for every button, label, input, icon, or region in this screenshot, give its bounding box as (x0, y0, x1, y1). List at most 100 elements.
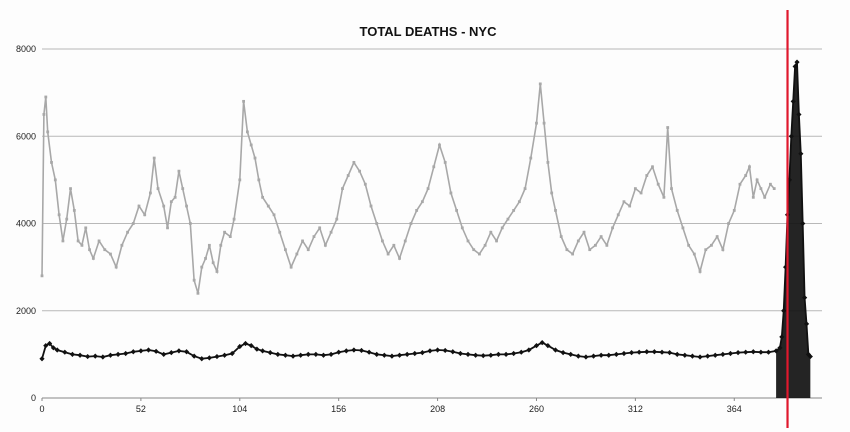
y-tick-label: 6000 (16, 131, 36, 141)
data-point (472, 248, 476, 252)
data-point (606, 352, 612, 358)
data-point (109, 252, 112, 256)
data-point (323, 243, 327, 247)
data-point (115, 351, 121, 357)
data-point (727, 350, 734, 357)
data-point (76, 239, 80, 243)
data-point (598, 352, 604, 358)
data-point (419, 350, 425, 356)
data-point (796, 111, 802, 118)
data-point (335, 217, 339, 221)
data-point (245, 130, 249, 134)
data-point (506, 217, 510, 221)
data-point (80, 243, 84, 247)
data-point (633, 187, 637, 190)
data-point (145, 347, 152, 353)
data-point (126, 230, 129, 234)
data-point (192, 278, 196, 282)
data-point (152, 156, 156, 160)
data-point (168, 350, 174, 356)
data-point (457, 350, 464, 357)
data-point (242, 99, 245, 103)
data-point (215, 270, 219, 273)
data-point (575, 353, 581, 359)
data-point (295, 252, 299, 256)
data-point (412, 350, 418, 357)
data-point (559, 235, 563, 238)
data-point (120, 243, 124, 247)
data-point (715, 235, 719, 238)
data-point (181, 187, 185, 190)
data-point (434, 347, 441, 353)
data-point (420, 200, 424, 204)
data-point (131, 222, 135, 225)
x-tick-label: 52 (136, 404, 146, 414)
data-point (65, 217, 69, 221)
data-point (712, 352, 718, 358)
y-tick-label: 8000 (16, 44, 36, 54)
data-point (214, 353, 220, 360)
data-point (50, 345, 57, 351)
data-point (138, 348, 144, 354)
data-point (54, 347, 60, 353)
data-point (449, 191, 453, 195)
data-point (242, 340, 249, 347)
data-point (185, 204, 188, 208)
data-point (69, 187, 72, 190)
x-tick-label: 0 (39, 404, 44, 414)
data-point (765, 349, 772, 355)
data-point (183, 349, 190, 355)
data-point (442, 347, 448, 354)
data-point (53, 178, 57, 182)
data-point (61, 239, 65, 243)
data-point (143, 213, 147, 217)
data-point (466, 239, 470, 243)
data-point (329, 230, 333, 234)
data-point (103, 248, 107, 252)
data-point (692, 252, 696, 256)
data-point (426, 187, 430, 190)
data-point (123, 350, 129, 357)
data-point (511, 350, 517, 357)
data-point (697, 354, 703, 360)
data-point (358, 347, 365, 354)
data-point (369, 204, 373, 208)
data-point (460, 226, 464, 230)
data-point (85, 353, 91, 360)
data-point (211, 261, 215, 265)
data-point (72, 209, 76, 212)
data-point (550, 191, 554, 195)
data-point (590, 353, 597, 359)
data-point (223, 230, 226, 234)
data-point (415, 209, 419, 212)
data-point (153, 348, 159, 354)
data-point (779, 334, 785, 340)
data-point (166, 226, 169, 230)
data-point (266, 204, 270, 208)
data-point (777, 345, 783, 351)
data-point (533, 343, 540, 349)
data-point (305, 351, 311, 357)
x-tick-label: 156 (331, 404, 346, 414)
series-layer (39, 59, 813, 399)
data-point (92, 353, 98, 359)
data-point (282, 352, 289, 358)
data-point (628, 204, 632, 208)
series-line (41, 61, 811, 360)
data-point (755, 178, 759, 182)
data-point (636, 349, 642, 355)
data-point (228, 235, 232, 238)
data-point (188, 222, 192, 225)
data-point (261, 195, 265, 199)
data-point (639, 191, 643, 195)
data-point (374, 351, 380, 357)
data-point (473, 352, 479, 358)
data-point (107, 352, 114, 358)
data-point (628, 350, 635, 356)
data-point (538, 82, 542, 86)
data-point (392, 243, 396, 247)
data-point (84, 226, 88, 230)
data-point (290, 353, 296, 359)
data-point (802, 295, 808, 301)
data-point (616, 213, 620, 217)
